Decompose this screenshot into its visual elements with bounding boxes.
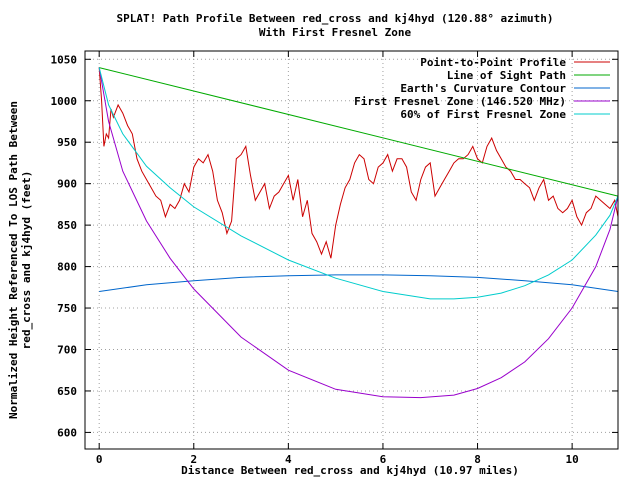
- y-tick-label: 1000: [51, 95, 78, 108]
- y-tick-label: 900: [57, 178, 77, 191]
- fresnel-60-line: [98, 67, 619, 300]
- legend-label: First Fresnel Zone (146.520 MHz): [354, 95, 566, 108]
- y-axis-label-line2: red_cross and kj4hyd (feet): [20, 171, 33, 350]
- chart-subtitle: With First Fresnel Zone: [259, 26, 412, 39]
- chart-title: SPLAT! Path Profile Between red_cross an…: [116, 12, 553, 25]
- legend-label: Line of Sight Path: [447, 69, 566, 82]
- x-tick-label: 6: [380, 453, 387, 466]
- legend-label: Point-to-Point Profile: [420, 56, 566, 69]
- y-tick-label: 800: [57, 261, 77, 274]
- grid-lines: [85, 51, 618, 449]
- x-tick-label: 8: [474, 453, 481, 466]
- y-tick-label: 650: [57, 385, 77, 398]
- legend-entry: 60% of First Fresnel Zone: [400, 108, 610, 121]
- y-axis-ticks: 600 650 700 750 800 850 900 950 1000 1050: [51, 53, 618, 439]
- line-of-sight-line: [99, 67, 619, 197]
- series-lines: [98, 67, 619, 399]
- legend-label: 60% of First Fresnel Zone: [400, 108, 566, 121]
- y-tick-label: 950: [57, 136, 77, 149]
- earth-curvature-line: [99, 274, 619, 292]
- y-axis-label-line1: Normalized Height Referenced To LOS Path…: [7, 101, 20, 419]
- x-tick-label: 10: [566, 453, 579, 466]
- y-tick-label: 700: [57, 344, 77, 357]
- y-tick-label: 1050: [51, 53, 78, 66]
- x-tick-label: 0: [96, 453, 103, 466]
- legend-entry: Line of Sight Path: [447, 69, 610, 82]
- x-axis-label: Distance Between red_cross and kj4hyd (1…: [181, 464, 519, 477]
- legend-entry: Point-to-Point Profile: [420, 56, 610, 69]
- fresnel-zone-line: [98, 67, 619, 399]
- y-tick-label: 600: [57, 426, 77, 439]
- y-tick-label: 750: [57, 302, 77, 315]
- y-tick-label: 850: [57, 219, 77, 232]
- x-tick-label: 4: [285, 453, 292, 466]
- legend-label: Earth's Curvature Contour: [400, 82, 566, 95]
- legend-entry: Earth's Curvature Contour: [400, 82, 610, 95]
- plot-frame: [84, 50, 619, 450]
- profile-line: [98, 67, 619, 259]
- x-tick-label: 2: [190, 453, 197, 466]
- x-axis-ticks: 0 2 4 6 8 10: [96, 51, 579, 466]
- legend-entry: First Fresnel Zone (146.520 MHz): [354, 95, 610, 108]
